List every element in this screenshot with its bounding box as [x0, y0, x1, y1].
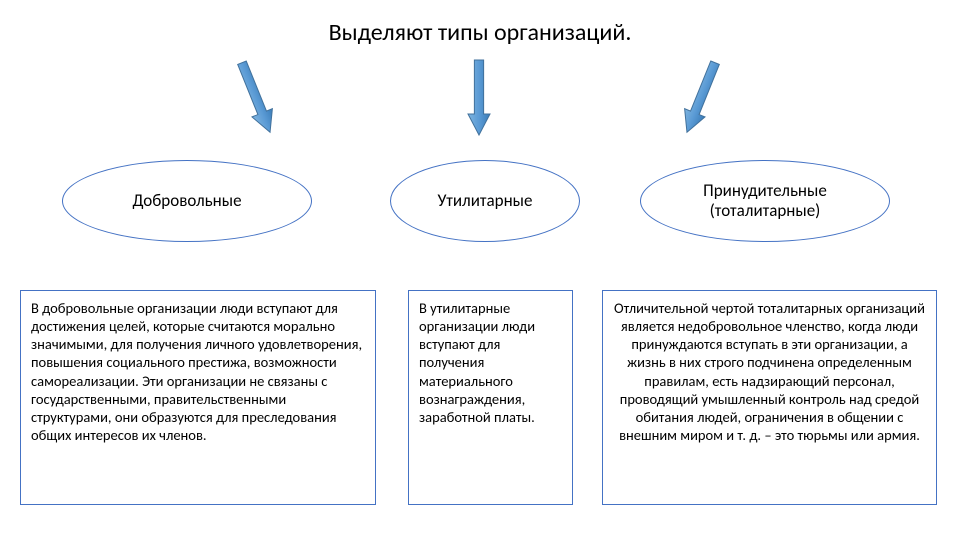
textbox-utilitarian: В утилитарные организации люди вступают … [408, 290, 573, 505]
textbox-voluntary: В добровольные организации люди вступают… [20, 290, 376, 505]
diagram-title: Выделяют типы организаций. [0, 18, 960, 47]
arrow-2 [456, 48, 502, 147]
ellipse-label: Принудительные (тоталитарные) [653, 181, 877, 222]
ellipse-coercive: Принудительные (тоталитарные) [640, 160, 890, 242]
ellipse-voluntary: Добровольные [62, 160, 312, 242]
textbox-coercive: Отличительной чертой тоталитарных органи… [602, 290, 937, 505]
ellipse-label: Добровольные [132, 191, 241, 211]
ellipse-utilitarian: Утилитарные [390, 160, 580, 242]
arrow-1 [233, 48, 279, 147]
ellipse-label: Утилитарные [438, 191, 533, 211]
arrow-3 [678, 48, 724, 147]
